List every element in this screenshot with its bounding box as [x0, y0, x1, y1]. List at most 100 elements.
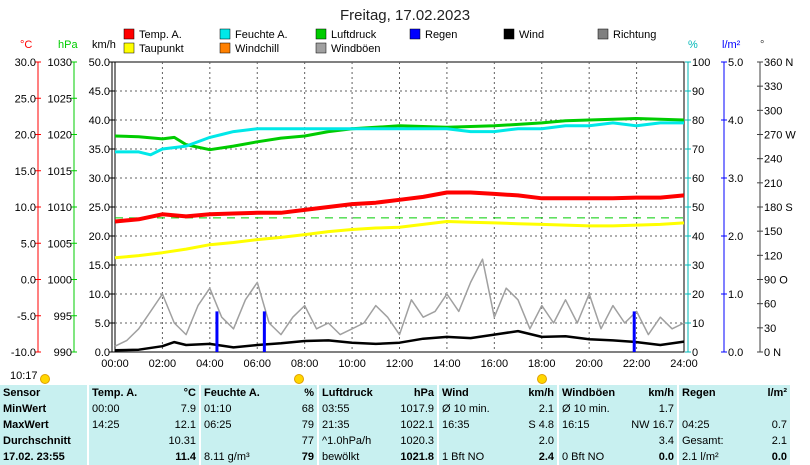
wind-axis-tick-label: 30.0 [89, 173, 110, 185]
stats-cell: 2.1 l/m² [677, 449, 740, 465]
stats-cell: 17.02. 23:55 [3, 451, 65, 463]
wind-axis-tick-label: 45.0 [89, 86, 110, 98]
legend-swatch-wind [503, 28, 515, 40]
wind-axis-tick-label: 5.0 [95, 318, 110, 330]
stats-cell: 8.11 g/m³ [199, 449, 268, 465]
stats-cell: 16:15 [557, 417, 626, 433]
stats-cell: Gesamt: [677, 433, 740, 449]
stats-cell: hPa [413, 387, 434, 399]
temp-axis-tick-label: 15.0 [15, 166, 36, 178]
stats-cell: 21:35 [317, 417, 388, 433]
stats-cell: 14:25 [87, 417, 148, 433]
stats-cell: 1017.9 [400, 403, 434, 415]
rain-axis-tick-label: 5.0 [728, 57, 743, 69]
legend-swatch-humidity [219, 28, 231, 40]
pressure-axis-tick-label: 1025 [48, 93, 72, 105]
x-axis-tick-label: 24:00 [670, 358, 698, 370]
wind-axis-tick-label: 0.0 [95, 347, 110, 359]
humidity-axis-tick-label: 20 [692, 289, 704, 301]
time-bar: 10:17 [0, 370, 810, 384]
pressure-axis-tick-label: 1010 [48, 202, 72, 214]
statistics-table: Sensor Temp. A. °C Feuchte A.% Luftdruck hPa W… [0, 385, 790, 465]
legend-label-gusts: Windböen [331, 43, 381, 55]
humidity-axis-tick-label: 70 [692, 144, 704, 156]
pressure-axis-tick-label: 990 [54, 347, 72, 359]
temp-axis-tick-label: 20.0 [15, 130, 36, 142]
legend-label-rain: Regen [425, 29, 457, 41]
x-axis-tick-label: 02:00 [149, 358, 177, 370]
stats-cell: bewölkt [317, 449, 388, 465]
stats-cell: Wind [437, 385, 508, 401]
direction-axis-tick-label: 300 [764, 105, 782, 117]
pressure-axis-tick-label: 1005 [48, 238, 72, 250]
stats-row: 17.02. 23:55 11.4 8.11 g/m³ 79 bewölkt 1021.8… [0, 449, 790, 465]
temp-axis-tick-label: -5.0 [17, 311, 36, 323]
stats-cell: 2.0 [538, 435, 554, 447]
stats-cell: 1021.8 [400, 451, 434, 463]
temp-axis-tick-label: 30.0 [15, 57, 36, 69]
direction-axis-tick-label: 360 N [764, 57, 793, 69]
rain-bar [215, 311, 219, 352]
stats-cell: 79 [301, 419, 314, 431]
temp-axis-tick-label: 0.0 [21, 275, 36, 287]
legend-swatch-pressure [315, 28, 327, 40]
x-axis-tick-label: 04:00 [196, 358, 224, 370]
stats-cell [740, 401, 790, 417]
series-line-feuchte-a- [115, 121, 684, 157]
x-axis-tick-label: 08:00 [291, 358, 319, 370]
legend-swatch-windchill [219, 42, 231, 54]
stats-cell: 0.0 [658, 451, 674, 463]
pressure-axis-tick-label: 1000 [48, 275, 72, 287]
stats-cell: °C [183, 387, 196, 399]
chart-title: Freitag, 17.02.2023 [340, 7, 470, 24]
direction-axis-tick-label: 60 [764, 299, 776, 311]
stats-row: Durchschnitt 10.31 77 ^1.0hPa/h 1020.3 2.0 3.4… [0, 433, 790, 449]
stats-cell: S 4.8 [528, 419, 554, 431]
rain-axis-tick-label: 2.0 [728, 231, 743, 243]
humidity-axis-tick-label: 30 [692, 260, 704, 272]
humidity-axis-tick-label: 100 [692, 57, 710, 69]
stats-cell: 12.1 [174, 419, 196, 431]
wind-axis-tick-label: 15.0 [89, 260, 110, 272]
stats-cell [199, 433, 268, 449]
series-line-temp-a- [114, 190, 685, 224]
stats-cell: 7.9 [180, 403, 196, 415]
stats-cell [677, 401, 740, 417]
x-axis-tick-label: 10:00 [338, 358, 366, 370]
stats-cell: 1.7 [658, 403, 674, 415]
temp-axis-tick-label: -10.0 [11, 347, 36, 359]
temp-axis-tick-label: 25.0 [15, 93, 36, 105]
stats-cell: MaxWert [3, 419, 49, 431]
stats-cell: Durchschnitt [3, 435, 71, 447]
current-time: 10:17 [10, 370, 38, 382]
stats-cell: 04:25 [677, 417, 740, 433]
rain-axis-tick-label: 1.0 [728, 289, 743, 301]
stats-cell: NW 16.7 [631, 419, 674, 431]
rain-bar [632, 311, 636, 352]
direction-axis-tick-label: 210 [764, 178, 782, 190]
stats-cell: 0.0 [771, 451, 787, 463]
direction-axis-tick-label: 120 [764, 250, 782, 262]
stats-cell: Windböen [557, 385, 626, 401]
wind-axis-tick-label: 50.0 [89, 57, 110, 69]
x-axis-tick-label: 06:00 [243, 358, 271, 370]
stats-cell: 77 [301, 435, 314, 447]
pressure-axis-tick-label: 1020 [48, 130, 72, 142]
wind-axis-tick-label: 10.0 [89, 289, 110, 301]
direction-axis-tick-label: 0 N [764, 347, 781, 359]
direction-axis-unit: ° [760, 39, 764, 51]
x-axis-ticks: 00:00 02:00 04:00 06:00 08:00 10:00 12:00 14:00… [101, 358, 698, 370]
stats-cell: 1 Bft NO [437, 449, 508, 465]
stats-cell: 1022.1 [400, 419, 434, 431]
grid-lines [115, 62, 684, 352]
wind-axis-tick-label: 25.0 [89, 202, 110, 214]
direction-axis-tick-label: 90 O [764, 275, 788, 287]
stats-cell: 0.7 [771, 419, 787, 431]
stats-cell: 2.1 [538, 403, 554, 415]
legend-swatch-direction [597, 28, 609, 40]
legend-label-windchill: Windchill [235, 43, 279, 55]
x-axis-tick-label: 18:00 [528, 358, 556, 370]
humidity-axis-tick-label: 80 [692, 115, 704, 127]
stats-cell: Ø 10 min. [557, 401, 626, 417]
stats-cell: km/h [528, 387, 554, 399]
